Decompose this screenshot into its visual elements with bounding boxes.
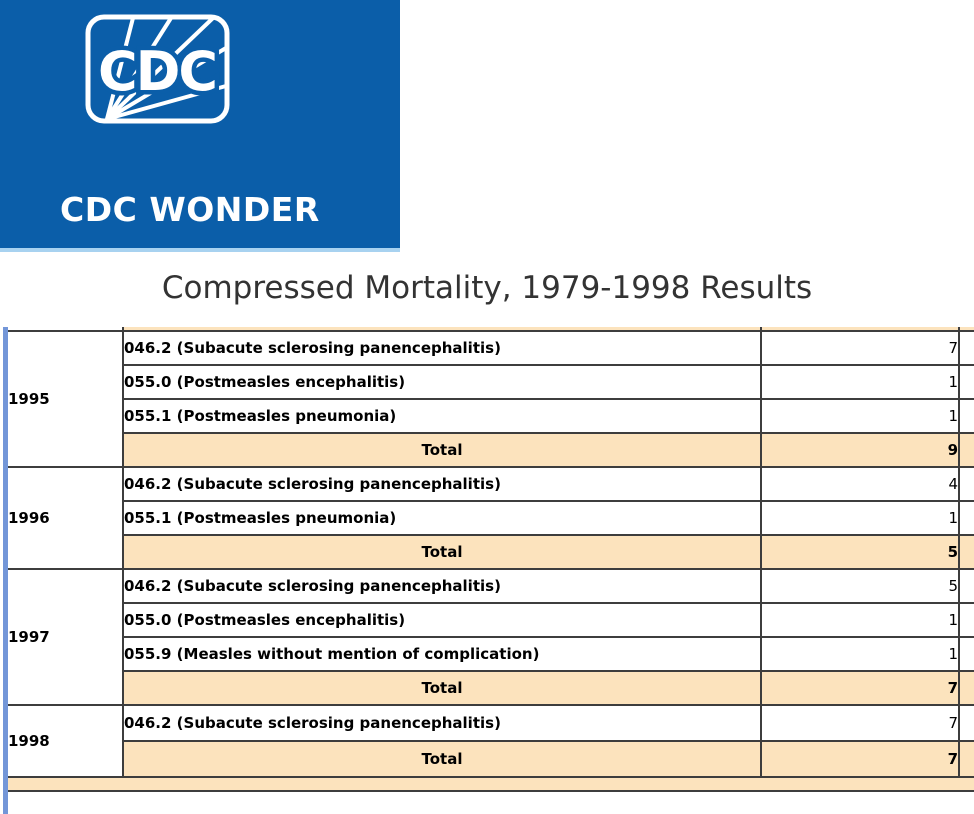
cause-cell: 046.2 (Subacute sclerosing panencephalit… (122, 568, 762, 604)
cause-cell: 055.0 (Postmeasles encephalitis) (122, 364, 762, 400)
cause-cell: 055.0 (Postmeasles encephalitis) (122, 602, 762, 638)
extra-cell (958, 636, 974, 672)
deaths-cell: 1 (760, 636, 960, 672)
total-row: Total 7 (8, 740, 974, 778)
year-cell: 1998 (8, 704, 124, 778)
table-row: 1996 046.2 (Subacute sclerosing panencep… (8, 466, 974, 570)
cause-cell: 055.9 (Measles without mention of compli… (122, 636, 762, 672)
extra-cell (958, 704, 974, 742)
total-deaths-cell: 7 (760, 670, 960, 706)
extra-cell (958, 670, 974, 706)
total-label: Total (122, 670, 762, 706)
deaths-cell: 4 (760, 466, 960, 502)
total-deaths-cell: 5 (760, 534, 960, 570)
total-row: Total 7 (8, 670, 974, 706)
deaths-cell: 1 (760, 500, 960, 536)
total-row: Total 5 (8, 534, 974, 570)
table-row: 1997 046.2 (Subacute sclerosing panencep… (8, 568, 974, 706)
deaths-cell: 1 (760, 398, 960, 434)
cause-cell: 055.1 (Postmeasles pneumonia) (122, 500, 762, 536)
extra-cell (958, 602, 974, 638)
results-table-container: 1995 046.2 (Subacute sclerosing panencep… (3, 327, 974, 814)
extra-cell (958, 466, 974, 502)
results-table: 1995 046.2 (Subacute sclerosing panencep… (8, 327, 974, 792)
total-deaths-cell: 7 (760, 740, 960, 778)
year-cell: 1996 (8, 466, 124, 570)
brand-band: CDC CDC WONDER (0, 0, 400, 252)
extra-cell (958, 364, 974, 400)
deaths-cell: 7 (760, 704, 960, 742)
table-row: 1998 046.2 (Subacute sclerosing panencep… (8, 704, 974, 778)
total-label: Total (122, 432, 762, 468)
table-row: 055.9 (Measles without mention of compli… (8, 636, 974, 672)
cdc-logo-letters: CDC (98, 40, 216, 103)
year-cell: 1995 (8, 330, 124, 468)
partial-total-row-top (8, 327, 974, 332)
extra-cell (958, 398, 974, 434)
deaths-cell: 5 (760, 568, 960, 604)
extra-cell (958, 534, 974, 570)
year-cell: 1997 (8, 568, 124, 706)
cause-cell: 046.2 (Subacute sclerosing panencephalit… (122, 466, 762, 502)
table-row: 1995 046.2 (Subacute sclerosing panencep… (8, 330, 974, 468)
extra-cell (958, 432, 974, 468)
total-label: Total (122, 740, 762, 778)
table-row: 055.1 (Postmeasles pneumonia) 1 (8, 500, 974, 536)
table-row: 055.0 (Postmeasles encephalitis) 1 (8, 602, 974, 638)
year-cell (8, 327, 124, 332)
extra-cell (958, 500, 974, 536)
table-row: 055.0 (Postmeasles encephalitis) 1 (8, 364, 974, 400)
extra-cell (958, 568, 974, 604)
cause-cell: 046.2 (Subacute sclerosing panencephalit… (122, 330, 762, 366)
page-title: Compressed Mortality, 1979-1998 Results (161, 270, 813, 306)
brand-title[interactable]: CDC WONDER (60, 190, 320, 229)
deaths-cell: 1 (760, 364, 960, 400)
total-row: Total 9 (8, 432, 974, 468)
total-label: Total (122, 534, 762, 570)
cause-cell: 046.2 (Subacute sclerosing panencephalit… (122, 704, 762, 742)
total-deaths-cell: 9 (760, 432, 960, 468)
deaths-cell: 7 (760, 330, 960, 366)
deaths-cell: 1 (760, 602, 960, 638)
grand-total-row-partial (8, 776, 974, 792)
cdc-logo-icon[interactable]: CDC (85, 14, 230, 124)
extra-cell (958, 740, 974, 778)
cause-cell: 055.1 (Postmeasles pneumonia) (122, 398, 762, 434)
extra-cell (958, 330, 974, 366)
table-row: 055.1 (Postmeasles pneumonia) 1 (8, 398, 974, 434)
